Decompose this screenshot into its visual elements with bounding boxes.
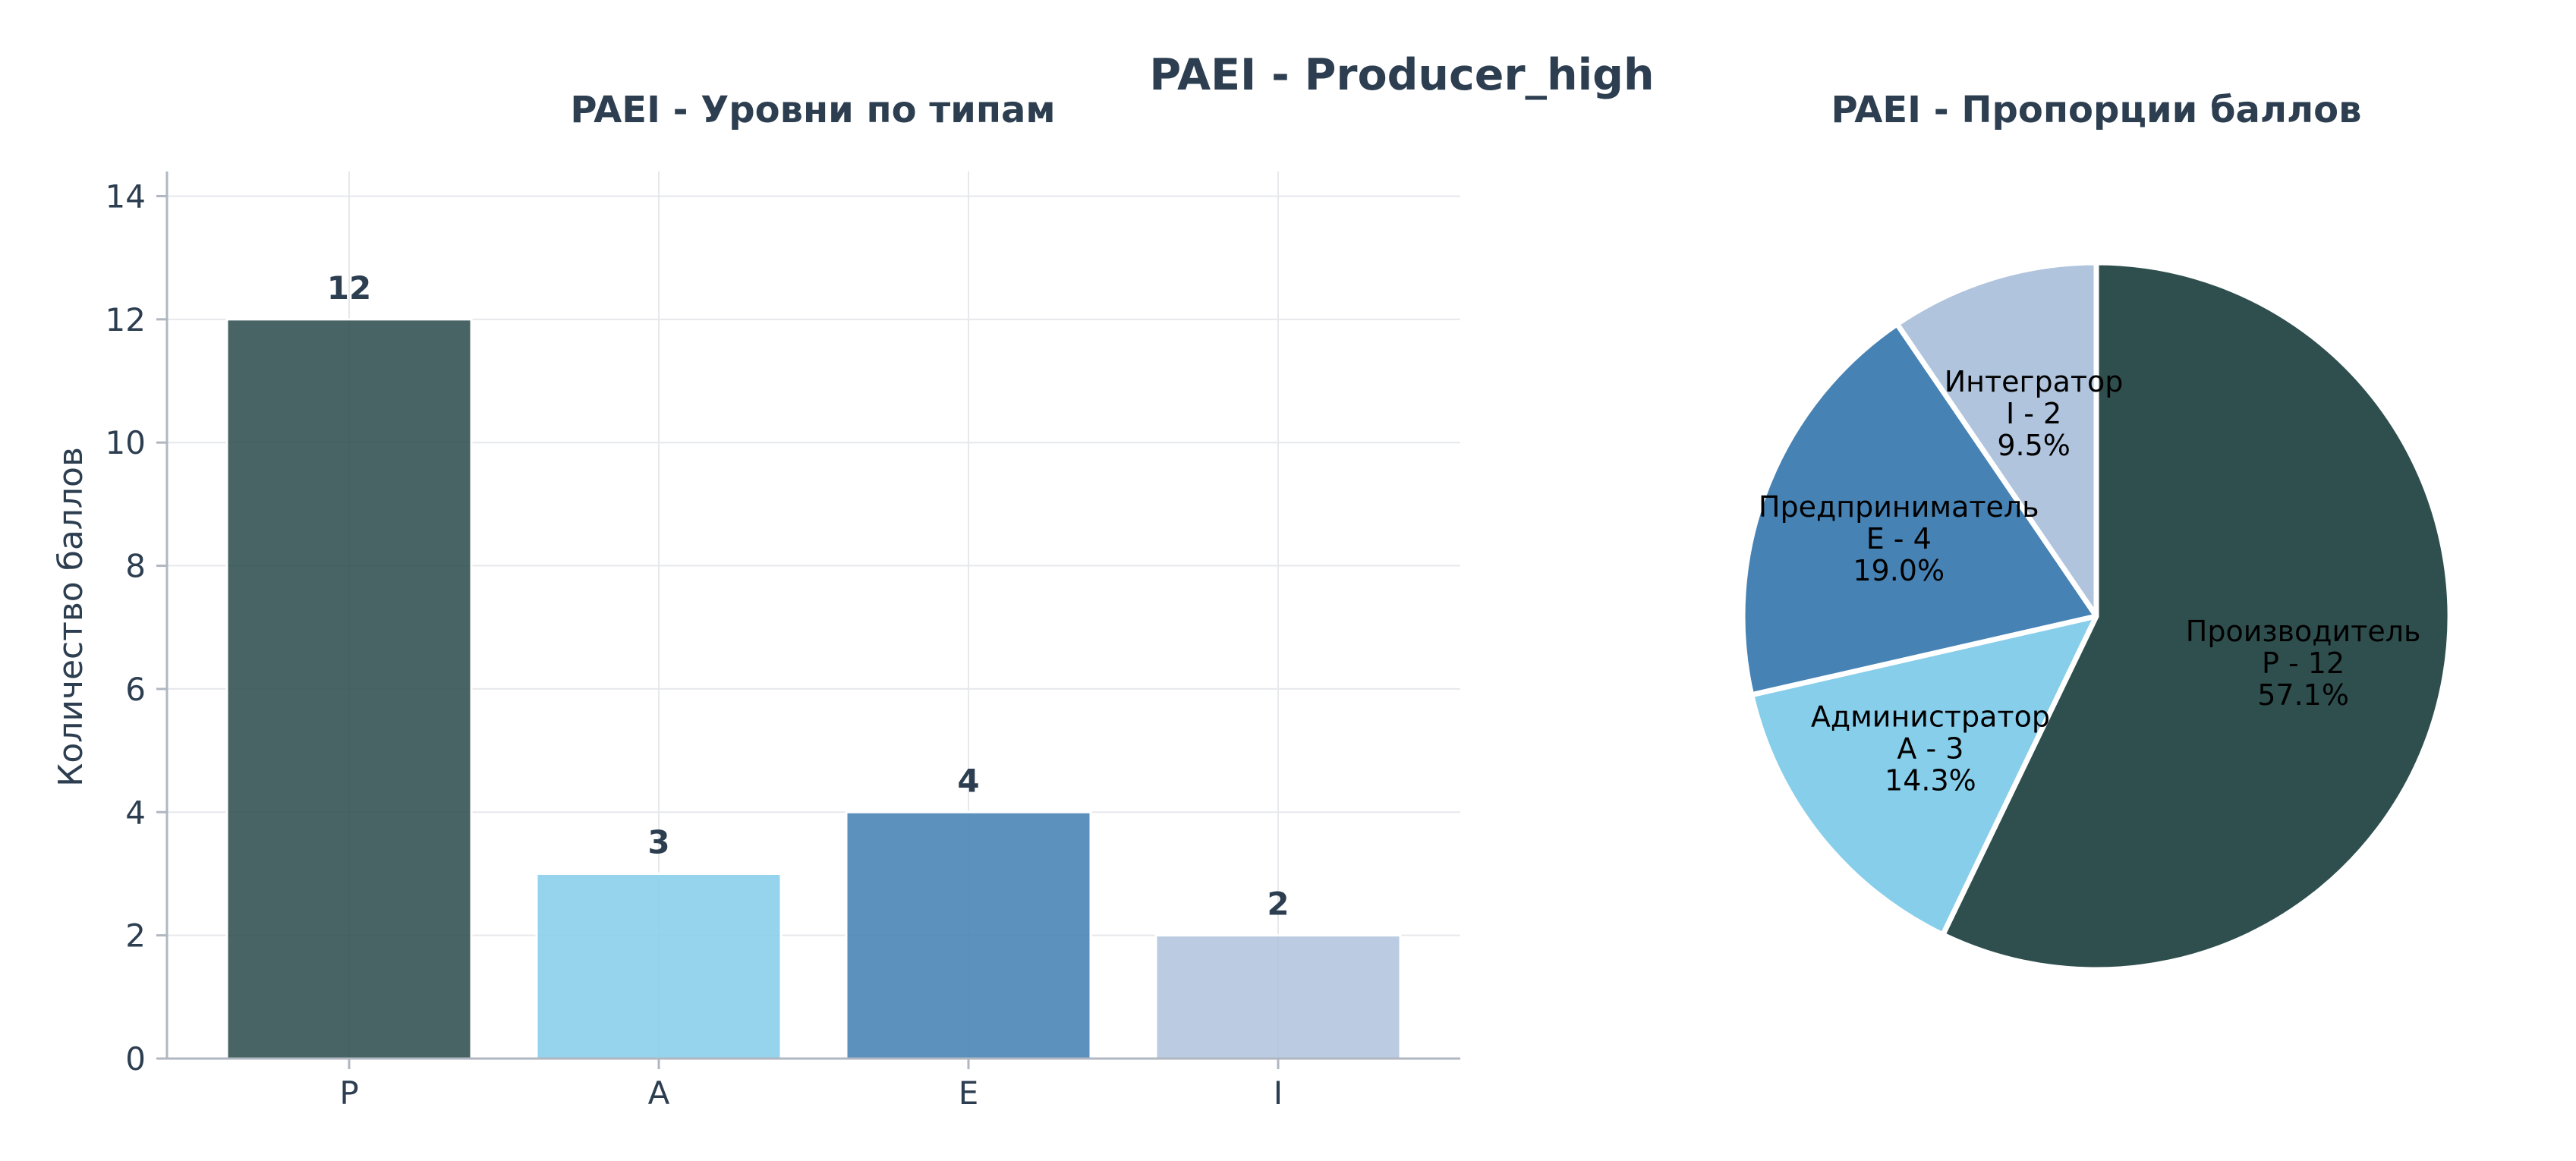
y-axis-ticks: 0 2 4 6 8 10 12 14	[105, 178, 167, 1078]
y-tick-label: 6	[125, 671, 146, 708]
bar-value-labels: 12 3 4 2	[327, 269, 1290, 923]
pie-label-short: P - 12	[2262, 647, 2345, 680]
bar-value-label: 2	[1267, 886, 1289, 923]
bar-marks	[225, 318, 1402, 1060]
y-tick-label: 12	[105, 301, 146, 338]
pie-slice-p	[1940, 260, 2453, 973]
pie-label-percent: 14.3%	[1885, 763, 1976, 797]
bar-p	[225, 318, 473, 1060]
pie-label-name: Предприниматель	[1759, 490, 2039, 524]
bar-chart: PAEI - Уровни по типам Количество баллов…	[52, 89, 1460, 1112]
pie-slices	[1740, 260, 2453, 973]
x-tick-label: E	[959, 1074, 979, 1112]
y-tick-label: 14	[105, 178, 146, 215]
y-tick-label: 8	[125, 548, 146, 585]
pie-label-short: A - 3	[1897, 732, 1963, 765]
y-tick-label: 2	[125, 917, 146, 955]
bar-e	[845, 810, 1092, 1060]
x-tick-label: A	[648, 1074, 670, 1112]
y-tick-label: 0	[125, 1040, 146, 1078]
pie-label-percent: 57.1%	[2257, 678, 2349, 712]
bar-i	[1154, 934, 1402, 1060]
pie-label-name: Производитель	[2186, 615, 2421, 648]
bar-a	[535, 872, 783, 1060]
bar-value-label: 3	[647, 823, 669, 861]
pie-label-short: I - 2	[2006, 397, 2061, 430]
pie-chart-title: PAEI - Пропорции баллов	[1831, 89, 2361, 131]
pie-label-short: E - 4	[1866, 522, 1932, 555]
y-axis-label: Количество баллов	[52, 447, 90, 787]
bar-chart-title: PAEI - Уровни по типам	[570, 89, 1055, 131]
bar-value-label: 4	[957, 762, 979, 799]
pie-label-percent: 9.5%	[1997, 429, 2071, 462]
pie-slice-a	[1749, 613, 2099, 938]
x-tick-label: P	[339, 1074, 358, 1112]
pie-label-name: Интегратор	[1945, 365, 2124, 398]
pie-slice-i	[1894, 260, 2099, 619]
bar-value-label: 12	[327, 269, 371, 307]
pie-slice-e	[1740, 321, 2099, 698]
figure-title: PAEI - Producer_high	[1149, 50, 1654, 100]
pie-label-percent: 19.0%	[1853, 554, 1945, 587]
y-tick-label: 4	[125, 794, 146, 831]
y-tick-label: 10	[105, 424, 146, 461]
pie-label-name: Администратор	[1811, 700, 2050, 733]
x-tick-label: I	[1274, 1074, 1283, 1112]
